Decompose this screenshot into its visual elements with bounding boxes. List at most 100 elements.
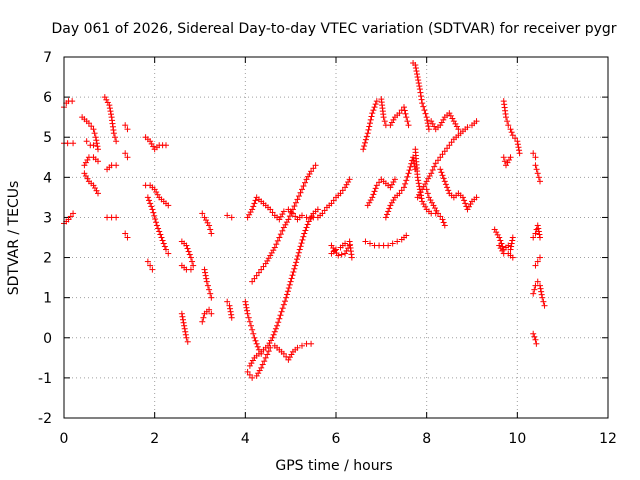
data-point bbox=[416, 83, 423, 90]
data-point bbox=[299, 186, 305, 193]
data-point bbox=[367, 240, 373, 247]
data-point bbox=[190, 262, 197, 269]
data-point bbox=[363, 133, 370, 140]
data-point bbox=[70, 210, 77, 217]
data-point bbox=[373, 182, 380, 189]
data-point bbox=[151, 212, 158, 219]
data-point bbox=[147, 262, 154, 269]
data-point bbox=[398, 187, 405, 194]
data-point bbox=[92, 134, 99, 141]
data-point bbox=[532, 162, 539, 169]
y-tick-label: -2 bbox=[38, 411, 52, 427]
data-point bbox=[203, 278, 210, 285]
data-point bbox=[93, 137, 100, 144]
data-point bbox=[152, 216, 159, 223]
data-point bbox=[381, 118, 388, 125]
data-point bbox=[404, 118, 411, 125]
data-point bbox=[405, 170, 412, 177]
data-point bbox=[124, 154, 131, 161]
data-point bbox=[270, 331, 277, 338]
data-point bbox=[155, 225, 162, 232]
data-point bbox=[271, 244, 278, 251]
data-point bbox=[500, 154, 507, 161]
data-point bbox=[371, 188, 378, 195]
data-point bbox=[413, 68, 420, 75]
data-point bbox=[153, 219, 160, 226]
data-point bbox=[530, 330, 537, 337]
data-point bbox=[228, 314, 235, 321]
data-point bbox=[298, 240, 305, 247]
data-point bbox=[108, 111, 115, 118]
data-point bbox=[113, 138, 120, 145]
data-point bbox=[337, 190, 344, 197]
data-point bbox=[184, 245, 191, 252]
data-point bbox=[156, 228, 163, 235]
data-point bbox=[534, 222, 541, 229]
data-point bbox=[348, 254, 355, 261]
data-point bbox=[182, 328, 189, 335]
data-point bbox=[424, 190, 431, 197]
y-tick-label: 2 bbox=[43, 251, 52, 267]
data-point bbox=[113, 162, 120, 169]
data-point bbox=[274, 322, 281, 329]
data-point bbox=[297, 243, 304, 250]
data-point bbox=[368, 113, 375, 120]
data-point bbox=[505, 122, 512, 129]
data-point bbox=[224, 298, 231, 305]
data-point bbox=[338, 251, 345, 258]
data-point bbox=[360, 146, 367, 153]
data-point bbox=[228, 311, 235, 318]
data-point bbox=[292, 199, 299, 206]
data-point bbox=[295, 249, 302, 256]
data-point bbox=[148, 203, 155, 210]
data-point bbox=[180, 316, 186, 323]
data-point bbox=[312, 162, 319, 169]
data-point bbox=[183, 242, 190, 249]
data-point bbox=[304, 221, 311, 228]
x-tick-label: 12 bbox=[599, 431, 617, 447]
data-point bbox=[369, 194, 376, 201]
y-tick-label: 0 bbox=[43, 331, 52, 347]
y-tick-label: 7 bbox=[43, 50, 52, 66]
data-point bbox=[279, 305, 286, 312]
data-point bbox=[541, 302, 548, 309]
data-point bbox=[310, 165, 317, 172]
data-point bbox=[412, 65, 419, 72]
data-point bbox=[83, 138, 90, 145]
data-point bbox=[424, 120, 431, 127]
data-point bbox=[181, 325, 188, 332]
data-point bbox=[249, 374, 256, 381]
data-point bbox=[260, 263, 267, 270]
data-point bbox=[373, 98, 380, 105]
data-point bbox=[361, 143, 368, 150]
data-point bbox=[441, 178, 448, 185]
data-point bbox=[372, 185, 379, 192]
data-point bbox=[285, 285, 292, 292]
data-point bbox=[403, 177, 410, 184]
data-point bbox=[308, 340, 315, 347]
data-point bbox=[280, 208, 287, 215]
data-point bbox=[144, 194, 151, 201]
data-point bbox=[299, 342, 305, 349]
data-point bbox=[180, 319, 187, 326]
data-point bbox=[291, 265, 298, 272]
data-point bbox=[364, 130, 371, 137]
data-point bbox=[226, 302, 233, 309]
data-point bbox=[203, 275, 210, 282]
data-point bbox=[300, 183, 307, 190]
data-point bbox=[159, 237, 166, 244]
data-point bbox=[258, 364, 265, 371]
data-point bbox=[362, 139, 369, 146]
data-point bbox=[264, 351, 271, 358]
data-point bbox=[95, 190, 101, 197]
data-point bbox=[284, 291, 291, 298]
data-point bbox=[278, 308, 285, 315]
data-point bbox=[391, 176, 398, 183]
data-point bbox=[514, 138, 521, 145]
data-point bbox=[249, 206, 256, 213]
data-point bbox=[94, 143, 101, 150]
data-point bbox=[473, 194, 480, 201]
data-point bbox=[509, 254, 516, 261]
y-axis-label: SDTVAR / TECUs bbox=[6, 181, 22, 296]
